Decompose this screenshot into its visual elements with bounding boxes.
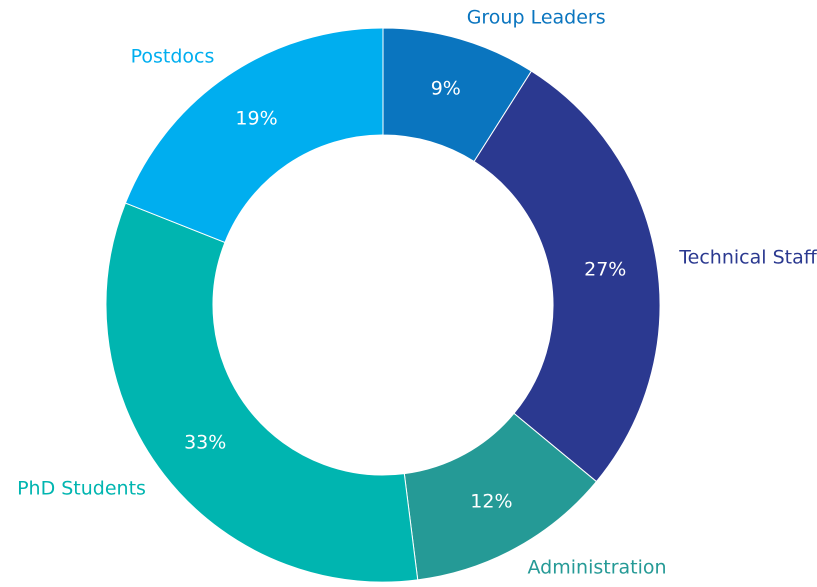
- value-label: 27%: [584, 258, 626, 280]
- value-label: 33%: [184, 431, 226, 453]
- category-label: Technical Staff: [678, 247, 817, 269]
- donut-segment: [105, 202, 419, 583]
- value-label: 19%: [235, 107, 277, 129]
- value-label: 12%: [470, 491, 512, 513]
- donut-segment: [124, 27, 384, 244]
- value-label: 9%: [431, 77, 461, 99]
- category-label: Group Leaders: [467, 7, 606, 29]
- category-label: PhD Students: [17, 477, 146, 499]
- category-label: Administration: [528, 556, 667, 578]
- category-label: Postdocs: [131, 45, 215, 67]
- donut-segment: [473, 70, 661, 483]
